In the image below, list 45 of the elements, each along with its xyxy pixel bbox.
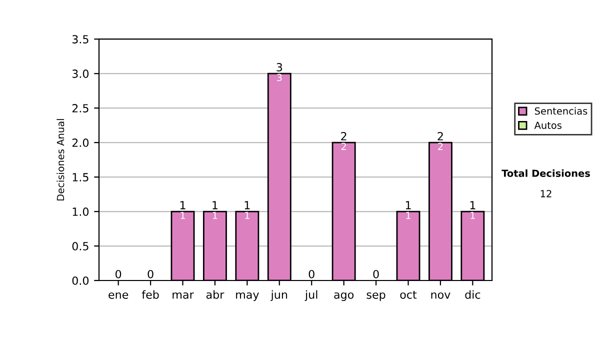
total-label: 0 [373,270,379,278]
x-tick-label: mar [172,292,194,299]
total-label: 2 [341,132,346,140]
total-label: 1 [180,201,186,210]
x-tick-label: dic [465,290,480,299]
data-label: 3 [277,74,282,82]
data-label: 1 [180,212,185,219]
total-label: 3 [276,63,282,72]
y-tick-label: 1.0 [72,208,89,216]
x-tick-label: jul [304,290,318,301]
total-label: 0 [116,270,122,278]
x-tick-label: ago [334,292,354,301]
y-tick-label: 2.0 [72,138,89,147]
x-tick-label: oct [400,290,417,299]
y-tick-label: 3.5 [72,35,88,44]
data-label: 2 [341,142,346,150]
total-label: 1 [406,201,411,210]
legend-label: Autos [534,122,562,129]
y-axis-title: Decisiones Anual [56,119,64,200]
text: Total Decisiones [502,169,590,177]
total-label: 1 [470,201,476,210]
legend-label: Sentencias [534,107,588,115]
x-tick-label: nov [431,292,450,299]
y-tick-label: 0.0 [72,276,89,285]
y-tick-label: 2.5 [72,104,88,112]
x-tick-label: ene [108,292,128,299]
x-tick-label: may [236,292,259,301]
data-label: 2 [438,142,443,150]
x-tick-label: abr [206,290,224,299]
y-tick-label: 1.5 [72,173,88,182]
total-label: 0 [308,270,314,278]
data-label: 1 [406,212,410,219]
x-tick-label: jun [270,290,288,301]
data-label: 1 [245,212,250,219]
x-tick-label: sep [366,292,386,301]
y-tick-label: 0.5 [72,242,88,250]
total-label: 1 [212,201,218,210]
total-label: 1 [244,201,250,210]
x-tick-label: feb [142,290,159,299]
y-tick-label: 3.0 [72,70,89,78]
total-label: 2 [438,132,443,140]
total-label: 0 [148,270,154,278]
text: 12 [540,190,552,198]
data-label: 1 [470,212,475,219]
data-label: 1 [212,212,218,219]
